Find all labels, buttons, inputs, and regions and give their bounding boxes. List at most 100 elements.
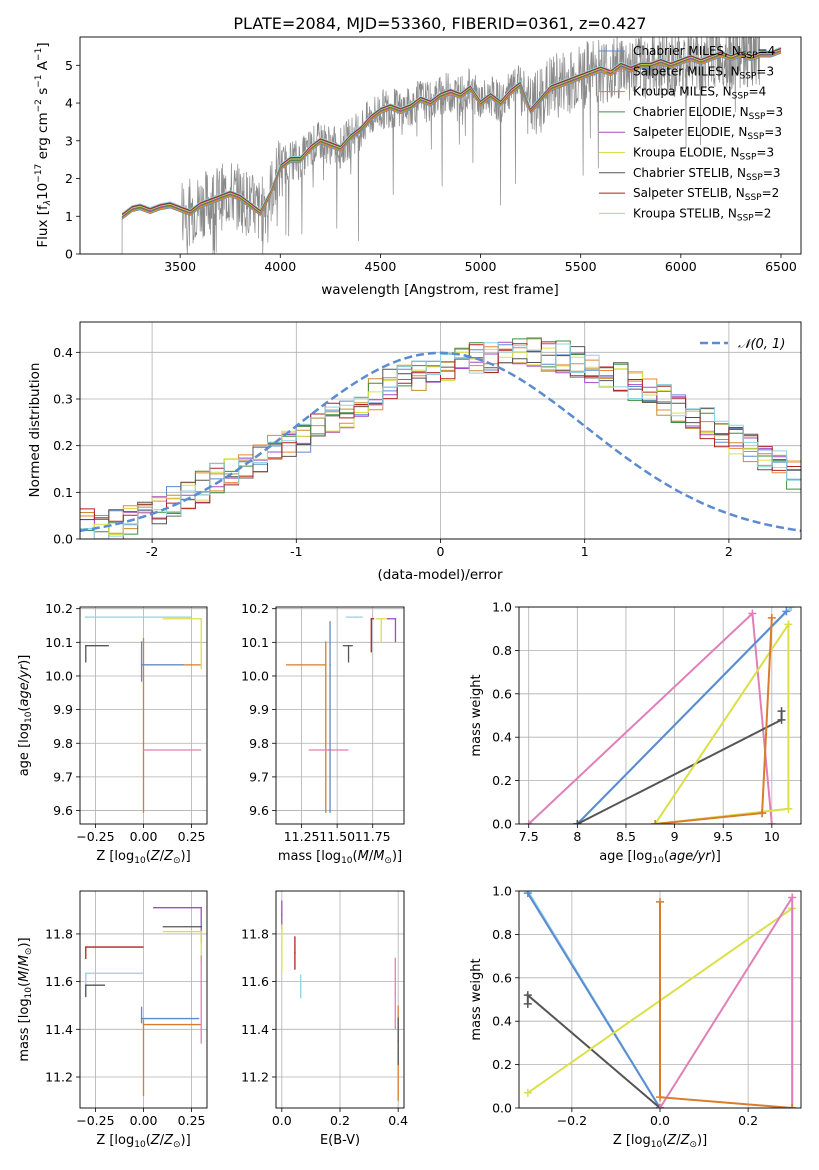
series-marker: [777, 707, 786, 716]
y-tick-label: 0.6: [492, 686, 512, 701]
y-tick-label: 0.4: [492, 730, 512, 745]
x-tick-label: 9: [671, 829, 679, 844]
x-tick-label: 11.50: [319, 829, 355, 844]
series-marker: [782, 607, 791, 616]
series-marker: [787, 607, 796, 611]
x-tick-label: 0.2: [330, 1113, 350, 1128]
legend-label: Salpeter MILES, NSSP=3: [633, 64, 774, 81]
axes-frame: [275, 890, 405, 1109]
x-tick-label: 0.0: [650, 1113, 670, 1128]
data-point: [200, 906, 203, 909]
series-marker: [656, 897, 664, 906]
panel-age-vs-Z: −0.25 0.00 0.25 9.6 9.7 9.8 9.9 10.0 10.1 10.2 Z […: [17, 601, 208, 866]
plot-area: [281, 900, 399, 1101]
y-tick-label: 4: [65, 96, 73, 111]
series-marker: [523, 1088, 532, 1097]
data-point: [84, 984, 87, 986]
series-marker: [784, 804, 793, 813]
y-tick-label: 9.8: [249, 736, 269, 751]
axes-frame: [518, 890, 802, 1109]
plot-area: [285, 616, 397, 813]
data-point: [294, 952, 296, 954]
x-axis-label: E(B-V): [320, 1133, 360, 1148]
x-tick-label: 5500: [565, 259, 597, 274]
series-marker: [788, 893, 797, 902]
model-line-4: [121, 49, 782, 217]
model-line-0: [121, 52, 782, 220]
y-tick-label: 11.2: [241, 1070, 269, 1085]
model-line-7: [121, 47, 782, 215]
model-line-2: [121, 51, 782, 219]
panel-spectrum: 3500 4000 4500 5000 5500 6000 6500 0 1 2 3 4 5 Chabri…: [34, 36, 802, 298]
panel-mass-vs-ebv: 0.0 0.2 0.4 11.2 11.4 11.6 11.8 E(B-V): [241, 890, 408, 1148]
series-marker: [784, 620, 793, 629]
series-line-2: [576, 610, 788, 824]
y-tick-label: 10.1: [45, 635, 73, 650]
x-tick-label: −0.25: [76, 829, 114, 844]
legend-label: Salpeter ELODIE, NSSP=3: [633, 125, 782, 142]
y-tick-label: 10.2: [241, 601, 269, 616]
x-tick-label: 4000: [264, 259, 296, 274]
y-axis-label: mass weight: [469, 674, 484, 756]
legend-label: Kroupa STELIB, NSSP=2: [633, 206, 771, 223]
legend-label: Salpeter STELIB, NSSP=2: [633, 186, 779, 203]
y-tick-label: 1.0: [492, 884, 512, 899]
series-line-2: [526, 993, 661, 1108]
series-line-3: [576, 711, 783, 824]
x-tick-label: 0.25: [178, 1113, 206, 1128]
x-tick-label: 11.75: [355, 829, 391, 844]
data-point: [142, 1023, 145, 1026]
series-marker: [788, 1104, 797, 1108]
data-point: [394, 617, 397, 620]
data-point: [84, 972, 87, 975]
y-tick-label: 9.6: [249, 803, 269, 818]
data-point: [200, 980, 203, 983]
y-tick-label: 0.8: [492, 643, 512, 658]
x-tick-label: 1: [581, 544, 589, 559]
series-marker: [767, 613, 776, 622]
y-tick-label: 9.9: [53, 702, 73, 717]
series-marker: [767, 820, 776, 824]
normal-curve: [80, 351, 801, 533]
y-tick-label: 9.6: [53, 803, 73, 818]
x-tick-label: -2: [146, 544, 158, 559]
model-line-5: [121, 49, 782, 216]
data-point: [397, 1040, 399, 1043]
series-line-5: [654, 617, 773, 824]
y-tick-label: 10.0: [45, 668, 73, 683]
y-tick-label: 10.0: [241, 668, 269, 683]
x-tick-label: 4500: [365, 259, 397, 274]
data-point: [327, 749, 330, 751]
x-tick-label: 3500: [164, 259, 196, 274]
y-tick-label: 0.2: [492, 773, 512, 788]
x-tick-label: 2: [725, 544, 733, 559]
series-marker: [748, 609, 757, 618]
data-point: [200, 925, 203, 928]
x-tick-label: 6500: [765, 259, 797, 274]
data-point: [329, 664, 331, 666]
y-tick-label: 2: [65, 171, 73, 186]
y-tick-label: 11.6: [45, 974, 73, 989]
x-tick-label: 7.5: [519, 829, 539, 844]
x-axis-label: wavelength [Angstrom, rest frame]: [321, 282, 559, 298]
plot-area: [121, 37, 782, 254]
data-point: [394, 992, 397, 995]
plot-area: [84, 616, 203, 813]
spectrum-data-line: [121, 37, 760, 254]
x-axis-label: Z [log10(Z/Z⊙)]: [96, 1133, 190, 1150]
y-tick-label: 0.4: [492, 1014, 512, 1029]
x-tick-label: 0: [437, 544, 445, 559]
panel-mass-vs-Z: −0.25 0.00 0.25 11.2 11.4 11.6 11.8 Z [log10(Z/…: [17, 890, 208, 1150]
y-tick-label: 0: [65, 247, 73, 262]
y-tick-label: 9.7: [53, 769, 73, 784]
y-tick-label: 0.0: [492, 1101, 512, 1116]
series-marker: [656, 1093, 664, 1102]
y-tick-label: 11.6: [241, 974, 269, 989]
data-point: [380, 617, 383, 620]
y-tick-label: 0.2: [53, 438, 73, 453]
series-marker: [656, 1104, 664, 1108]
y-tick-label: 11.8: [45, 926, 73, 941]
y-tick-label: 1.0: [492, 600, 512, 615]
x-tick-label: 0.00: [130, 1113, 158, 1128]
x-tick-label: 9.5: [713, 829, 733, 844]
